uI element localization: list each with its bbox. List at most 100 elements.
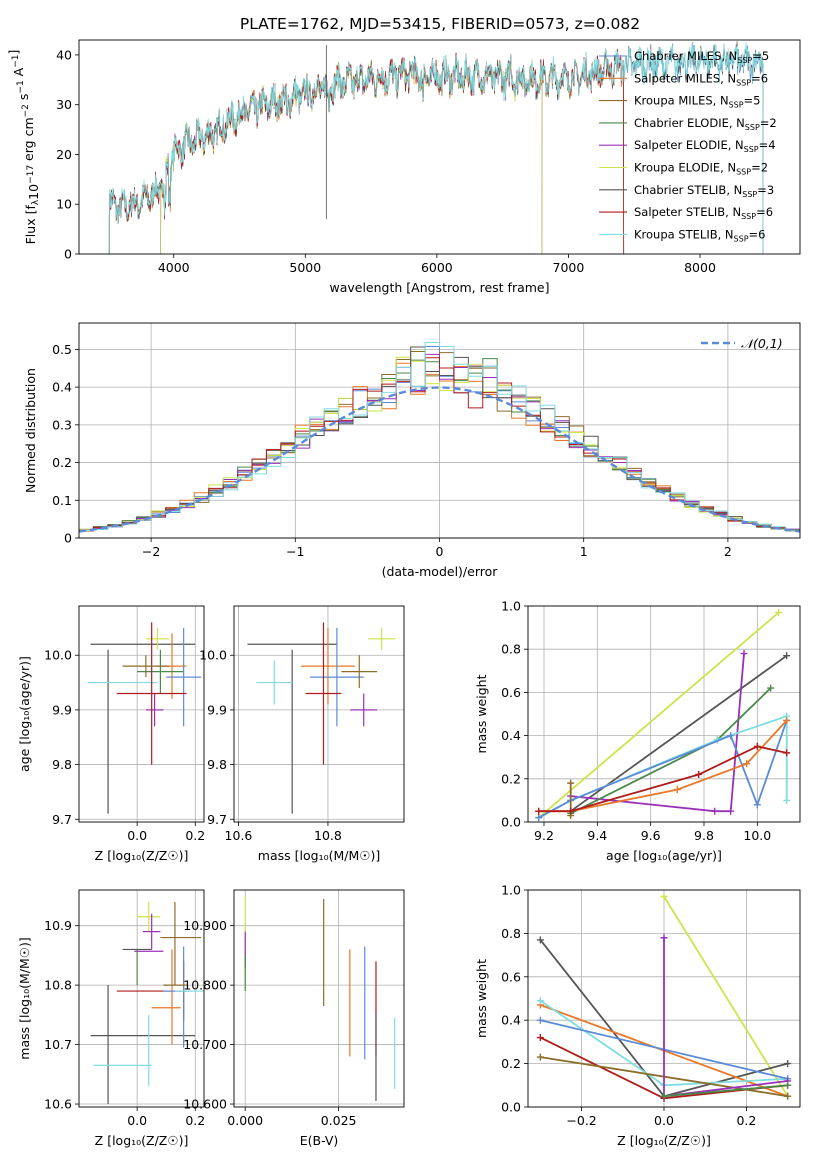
y-tick-label: 10.8 bbox=[44, 978, 72, 993]
x-tick-label: 7000 bbox=[553, 260, 585, 275]
legend-value: =2 bbox=[760, 116, 777, 130]
legend-sub: SSP bbox=[737, 56, 752, 65]
x-tick-label: 0 bbox=[436, 544, 444, 559]
x-tick-label: 2 bbox=[724, 544, 732, 559]
x-axis-label: Z [log₁₀(Z/Z☉)] bbox=[617, 1133, 711, 1148]
y-tick-label: 0.8 bbox=[501, 642, 521, 657]
weight-lines bbox=[536, 893, 792, 1102]
y-tick-label: 10.0 bbox=[44, 648, 72, 663]
y-tick-label: 40 bbox=[56, 47, 72, 62]
weight-marker bbox=[660, 934, 668, 942]
y-tick-label: 10 bbox=[56, 197, 72, 212]
x-axis-label: E(B-V) bbox=[300, 1133, 339, 1148]
y-label-part: λ bbox=[31, 199, 41, 205]
legend-label: Chabrier STELIB, NSSP=3 bbox=[634, 183, 774, 199]
y-tick-label: 9.7 bbox=[52, 812, 72, 827]
legend-sub: SSP bbox=[734, 234, 749, 243]
legend-value: =6 bbox=[756, 205, 773, 219]
histogram-series bbox=[79, 341, 800, 533]
legend-label: Kroupa ELODIE, NSSP=2 bbox=[634, 161, 768, 177]
x-tick-label: 8000 bbox=[684, 260, 716, 275]
weight-marker bbox=[784, 1081, 792, 1089]
legend-label: Kroupa MILES, NSSP=5 bbox=[634, 94, 760, 110]
x-axis-label: (data-model)/error bbox=[382, 564, 499, 579]
y-tick-label: 1.0 bbox=[501, 883, 521, 898]
legend-label: Salpeter STELIB, NSSP=6 bbox=[634, 205, 773, 221]
weight-marker bbox=[536, 1016, 544, 1024]
mass-weight-vs-Z-axes: −0.2 0.0 0.2 0.0 0.2 0.4 0.6 0.8 1.0 bbox=[501, 883, 800, 1128]
y-tick-label: 0 bbox=[64, 247, 72, 262]
y-tick-label: 20 bbox=[56, 147, 72, 162]
legend-label: Salpeter MILES, NSSP=6 bbox=[634, 71, 768, 87]
x-axis-label: Z [log₁₀(Z/Z☉)] bbox=[95, 848, 189, 863]
y-tick-label: 0.3 bbox=[52, 417, 72, 432]
legend-value: =5 bbox=[744, 94, 761, 108]
x-tick-label: 10.0 bbox=[743, 828, 771, 843]
weight-marker bbox=[783, 796, 791, 804]
weight-marker bbox=[535, 807, 543, 815]
legend-name: Kroupa MILES, N bbox=[634, 94, 729, 108]
x-tick-label: 5000 bbox=[289, 260, 321, 275]
weight-marker bbox=[775, 608, 783, 616]
y-tick-label: 1.0 bbox=[501, 599, 521, 614]
legend-name: Kroupa STELIB, N bbox=[634, 227, 734, 241]
y-tick-label: 0.6 bbox=[501, 685, 521, 700]
y-tick-label: 0 bbox=[64, 531, 72, 546]
errorbars bbox=[90, 901, 204, 1105]
mass-vs-Z-axes: 0.0 0.2 10.6 10.7 10.8 10.9 bbox=[44, 890, 205, 1128]
legend-value: =4 bbox=[759, 138, 776, 152]
y-tick-label: 0.0 bbox=[501, 815, 521, 830]
weight-lines bbox=[535, 608, 791, 822]
y-tick-label: 30 bbox=[56, 97, 72, 112]
legend-sub: SSP bbox=[736, 168, 751, 177]
y-label-part: −17 bbox=[26, 165, 36, 184]
y-tick-label: 0.8 bbox=[501, 926, 521, 941]
weight-series bbox=[570, 653, 745, 813]
weight-marker bbox=[784, 1092, 792, 1100]
weight-marker bbox=[567, 779, 575, 787]
y-tick-label: 0.5 bbox=[52, 342, 72, 357]
y-tick-label: 0.4 bbox=[501, 1013, 521, 1028]
axes-frame bbox=[233, 889, 405, 1108]
residuals-axes: −2 −1 0 1 2 0 0.1 0.2 0.3 0.4 0.5 bbox=[52, 323, 800, 559]
y-label-part: −1 bbox=[11, 55, 21, 68]
normal-curve bbox=[79, 386, 800, 533]
legend-value: =6 bbox=[749, 227, 766, 241]
x-tick-label: 0.2 bbox=[185, 1113, 205, 1128]
mass-vs-EBV-axes: 0.000 0.025 10.600 10.700 10.800 10.900 bbox=[183, 890, 404, 1128]
legend-sub: SSP bbox=[736, 78, 751, 87]
spectrum-series bbox=[108, 49, 625, 254]
weight-marker bbox=[784, 1060, 792, 1068]
spectrum-series bbox=[108, 50, 625, 254]
legend-sub: SSP bbox=[729, 101, 744, 110]
y-label-part: 10 bbox=[26, 184, 41, 200]
weight-marker bbox=[767, 684, 775, 692]
weight-marker bbox=[695, 770, 703, 778]
weight-series bbox=[663, 896, 789, 1097]
x-tick-label: 0.0 bbox=[127, 828, 147, 843]
x-axis-label: Z [log₁₀(Z/Z☉)] bbox=[95, 1133, 189, 1148]
y-label-part: −1 bbox=[16, 80, 26, 93]
weight-marker bbox=[660, 1092, 668, 1100]
legend-label: Chabrier ELODIE, NSSP=2 bbox=[634, 116, 777, 132]
x-tick-label: 0.2 bbox=[185, 828, 205, 843]
legend-label: Chabrier MILES, NSSP=5 bbox=[634, 49, 769, 65]
weight-marker bbox=[536, 936, 544, 944]
axes-frame bbox=[78, 889, 205, 1108]
weight-marker bbox=[711, 807, 719, 815]
y-tick-label: 9.8 bbox=[207, 757, 227, 772]
weight-marker bbox=[660, 893, 668, 901]
y-label-part: ] bbox=[6, 50, 21, 55]
x-tick-label: 0.0 bbox=[654, 1113, 674, 1128]
figure-title: PLATE=1762, MJD=53415, FIBERID=0573, z=0… bbox=[240, 15, 640, 33]
y-tick-label: 10.700 bbox=[183, 1037, 227, 1052]
errorbars bbox=[87, 622, 202, 814]
legend-sub: SSP bbox=[744, 145, 759, 154]
y-tick-label: 9.9 bbox=[52, 702, 72, 717]
x-axis-label: age [log₁₀(age/yr)] bbox=[606, 848, 722, 863]
axes-frame bbox=[78, 322, 801, 539]
legend-value: =2 bbox=[751, 161, 768, 175]
y-tick-label: 0.0 bbox=[501, 1100, 521, 1115]
weight-marker bbox=[783, 716, 791, 724]
y-tick-label: 10.7 bbox=[44, 1037, 72, 1052]
